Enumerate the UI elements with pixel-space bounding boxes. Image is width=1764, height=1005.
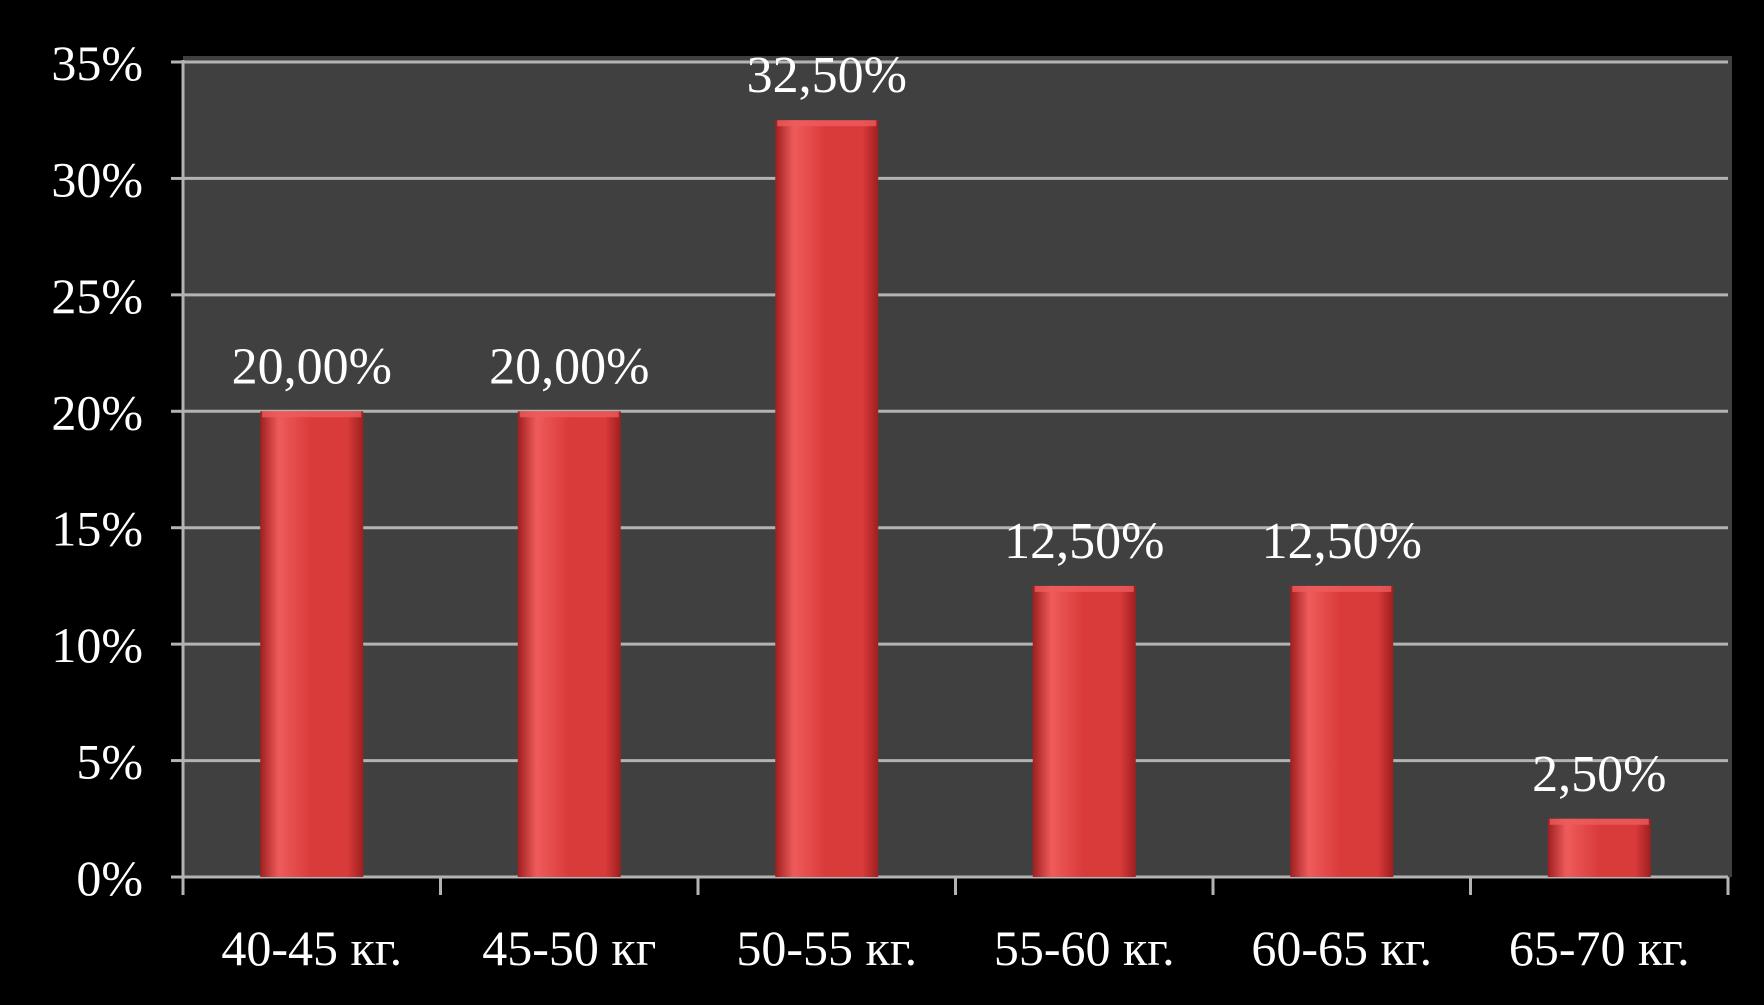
bar-top-highlight — [262, 411, 362, 418]
x-category-label: 55-60 кг. — [994, 920, 1175, 976]
y-tick-label: 30% — [51, 151, 143, 207]
bar-top-highlight — [1034, 585, 1134, 592]
x-category-label: 45-50 кг — [482, 920, 656, 976]
bar-value-label: 2,50% — [1532, 746, 1666, 803]
bar — [517, 411, 621, 877]
bar — [1547, 818, 1651, 877]
bar — [260, 411, 364, 877]
bar-value-label: 20,00% — [232, 338, 392, 395]
bar-value-label: 32,50% — [747, 47, 907, 104]
y-tick-label: 5% — [76, 734, 143, 790]
bar-top-highlight — [1292, 585, 1392, 592]
bar-value-label: 12,50% — [1004, 513, 1164, 570]
x-category-label: 50-55 кг. — [736, 920, 917, 976]
bar — [1290, 585, 1394, 877]
bar — [775, 120, 879, 877]
bar-value-label: 20,00% — [489, 338, 649, 395]
y-tick-label: 10% — [51, 617, 143, 673]
x-category-label: 65-70 кг. — [1509, 920, 1690, 976]
bar-top-highlight — [519, 411, 619, 418]
x-category-label: 40-45 кг. — [221, 920, 402, 976]
bar — [1032, 585, 1136, 877]
y-tick-label: 25% — [51, 268, 143, 324]
y-tick-label: 20% — [51, 384, 143, 440]
y-tick-label: 15% — [51, 501, 143, 557]
plot-area — [183, 56, 1732, 877]
bar-top-highlight — [1549, 818, 1649, 825]
x-category-label: 60-65 кг. — [1251, 920, 1432, 976]
bar-top-highlight — [777, 120, 877, 127]
y-tick-label: 35% — [51, 35, 143, 91]
y-tick-label: 0% — [76, 850, 143, 906]
bar-value-label: 12,50% — [1262, 513, 1422, 570]
